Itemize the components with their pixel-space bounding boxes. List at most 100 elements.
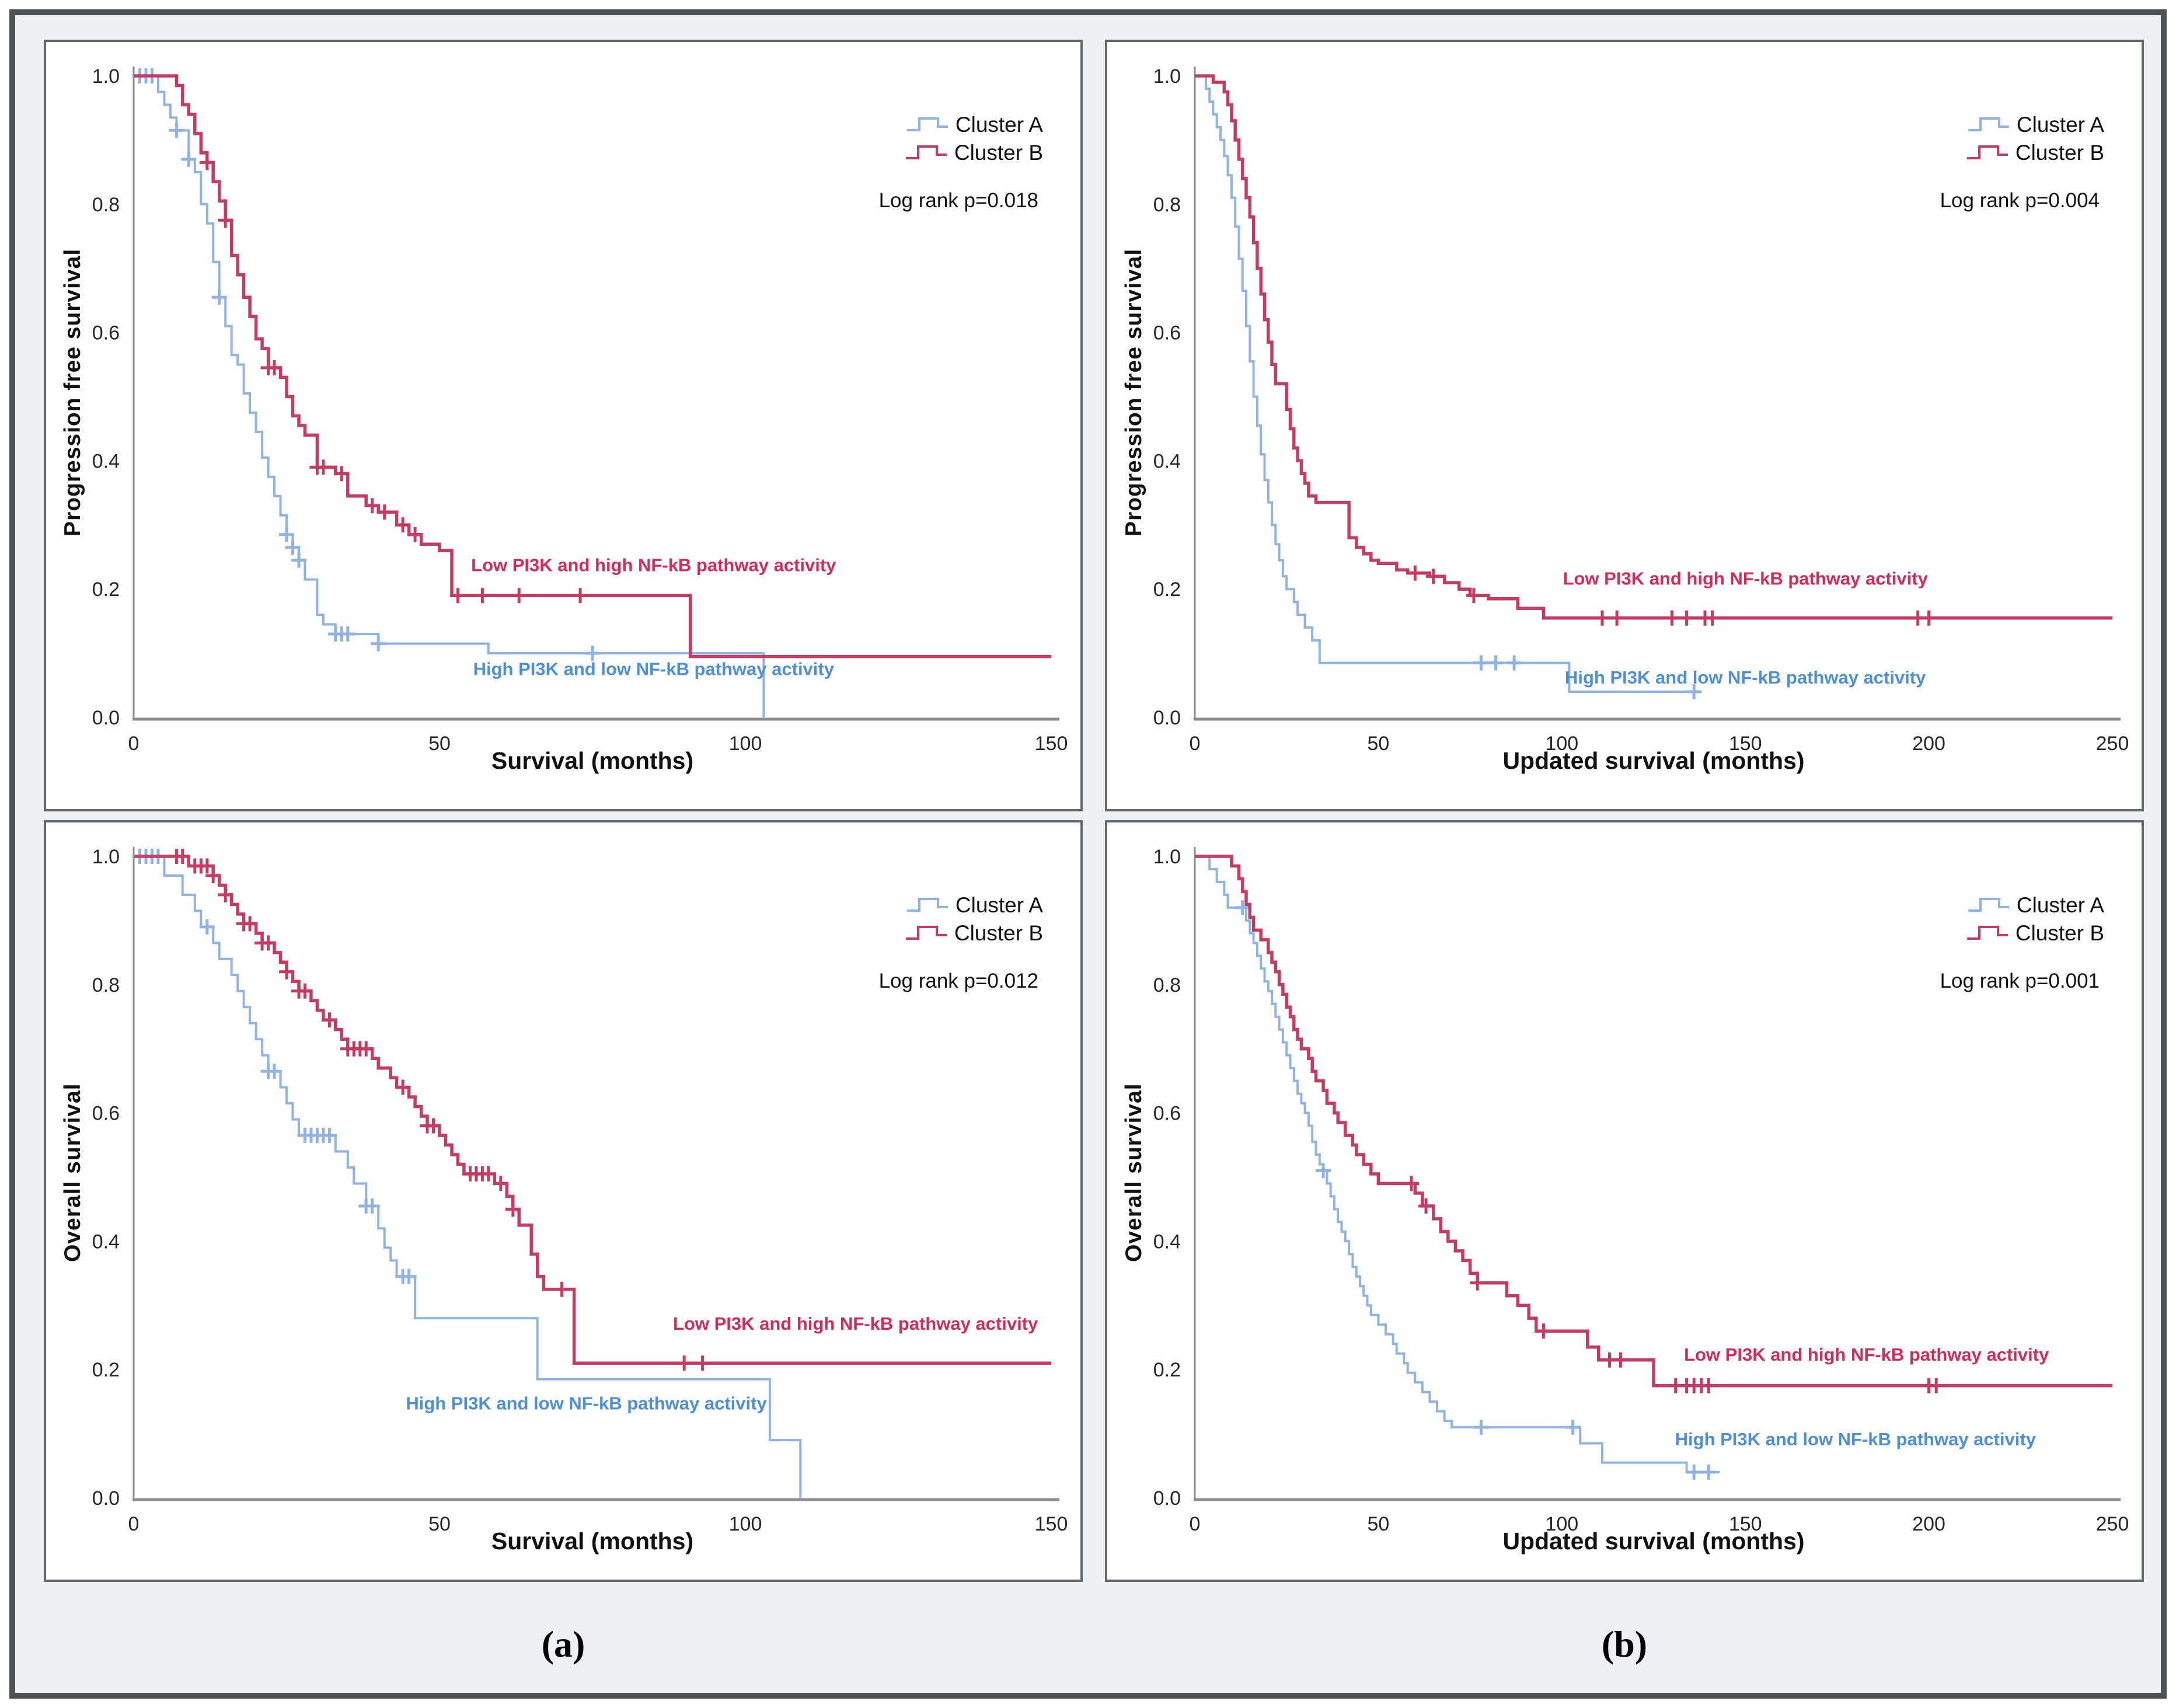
subfigure-caption-a: (a)	[541, 1623, 585, 1665]
x-tick-label: 150	[1729, 733, 1762, 755]
legend-item-cluster-b: Cluster B	[904, 139, 1043, 167]
curve-annotation: High PI3K and low NF-kB pathway activity	[406, 1393, 767, 1413]
x-axis-title: Survival (months)	[491, 1528, 694, 1554]
legend-label: Cluster B	[2015, 141, 2104, 165]
y-tick-label: 0.0	[1153, 1487, 1181, 1510]
y-tick-label: 0.8	[1153, 974, 1181, 996]
km-panel-pfs-survival: 1.0 0.8 0.6 0.4 0.2 0.0 0 50 100 150 High PI3K and…	[44, 40, 1083, 811]
y-tick-label: 0.6	[92, 1103, 120, 1125]
legend-label: Cluster B	[954, 921, 1043, 945]
y-tick-label: 0.8	[1153, 194, 1181, 216]
curve-annotation: Low PI3K and high NF-kB pathway activity	[673, 1313, 1038, 1334]
y-axis-title: Overall survival	[1121, 1083, 1146, 1263]
legend-item-cluster-a: Cluster A	[1966, 111, 2104, 139]
y-tick-label: 1.0	[92, 65, 120, 88]
legend-item-cluster-a: Cluster A	[1966, 891, 2104, 919]
legend-label: Cluster A	[955, 893, 1043, 917]
legend: Cluster A Cluster B	[904, 891, 1043, 947]
curve-annotation: High PI3K and low NF-kB pathway activity	[1565, 667, 1926, 688]
cluster-a-line-sample-icon	[906, 117, 948, 131]
cluster-b-line-sample-icon	[1966, 145, 2008, 159]
y-tick-label: 0.4	[1153, 450, 1181, 472]
legend: Cluster A Cluster B	[1965, 111, 2104, 167]
km-panel-pfs-updated-survival: 1.0 0.8 0.6 0.4 0.2 0.0 0 50 100 150 200 250 High PI…	[1105, 40, 2144, 811]
legend-label: Cluster A	[2016, 893, 2104, 917]
cluster-b-line-sample-icon	[905, 926, 947, 940]
censor-marks-cluster-a	[1235, 900, 1717, 1480]
x-axis-title: Updated survival (months)	[1502, 1528, 1805, 1554]
cluster-b-line-sample-icon	[1966, 926, 2008, 940]
km-plot-pfs-updated-survival: 1.0 0.8 0.6 0.4 0.2 0.0 0 50 100 150 200 250 High PI…	[1153, 65, 2129, 755]
x-axis-title: Survival (months)	[491, 747, 694, 774]
x-tick-label: 100	[729, 733, 762, 755]
curve-annotation: Low PI3K and high NF-kB pathway activity	[1563, 569, 1929, 589]
log-rank-p-value: Log rank p=0.001	[1940, 970, 2100, 992]
x-tick-label: 0	[128, 1513, 140, 1535]
legend-item-cluster-b: Cluster B	[904, 919, 1043, 947]
cluster-a-line-sample-icon	[1968, 898, 2009, 912]
x-tick-label: 150	[1729, 1513, 1762, 1535]
censor-marks-cluster-a	[1473, 655, 1702, 699]
x-tick-label: 50	[428, 1513, 451, 1535]
legend-label: Cluster B	[2015, 921, 2104, 945]
x-tick-label: 250	[2096, 1513, 2129, 1535]
cluster-b-line-sample-icon	[905, 145, 947, 159]
km-panel-os-survival: 1.0 0.8 0.6 0.4 0.2 0.0 0 50 100 150 High PI3K and…	[44, 820, 1083, 1582]
y-tick-label: 0.0	[92, 707, 120, 729]
censor-marks-cluster-a	[132, 849, 417, 1284]
km-curve-cluster-a	[1195, 75, 1698, 693]
y-tick-label: 1.0	[92, 846, 120, 868]
y-axis-title: Overall survival	[60, 1083, 85, 1263]
y-tick-label: 0.6	[1153, 1103, 1181, 1125]
y-tick-label: 0.2	[92, 1359, 120, 1381]
x-tick-label: 100	[1545, 1513, 1578, 1535]
km-panel-os-updated-survival: 1.0 0.8 0.6 0.4 0.2 0.0 0 50 100 150 200 250 High PI…	[1105, 820, 2144, 1582]
x-tick-label: 200	[1912, 733, 1945, 755]
subfigure-caption-b: (b)	[1601, 1623, 1648, 1665]
km-plot-pfs-survival: 1.0 0.8 0.6 0.4 0.2 0.0 0 50 100 150 High PI3K and…	[92, 65, 1068, 755]
legend: Cluster A Cluster B	[904, 111, 1043, 167]
legend-label: Cluster A	[955, 113, 1043, 137]
y-tick-label: 0.2	[1153, 1359, 1181, 1381]
x-tick-label: 50	[1367, 733, 1389, 755]
x-tick-label: 0	[128, 733, 140, 755]
x-tick-label: 50	[1367, 1513, 1389, 1535]
y-tick-label: 0.4	[92, 450, 120, 472]
censor-marks-cluster-b	[1404, 1176, 1944, 1393]
log-rank-p-value: Log rank p=0.004	[1940, 189, 2100, 212]
y-tick-label: 0.4	[92, 1231, 120, 1253]
curve-annotation: Low PI3K and high NF-kB pathway activity	[471, 555, 836, 575]
x-tick-label: 150	[1035, 733, 1068, 755]
cluster-a-line-sample-icon	[1968, 117, 2009, 131]
x-tick-label: 100	[729, 1513, 762, 1535]
y-tick-label: 0.6	[1153, 322, 1181, 344]
y-tick-label: 0.2	[1153, 578, 1181, 601]
y-tick-label: 0.0	[92, 1487, 120, 1510]
legend-item-cluster-a: Cluster A	[905, 891, 1043, 919]
x-axis-title: Updated survival (months)	[1502, 747, 1805, 774]
x-tick-label: 200	[1912, 1513, 1945, 1535]
km-curve-cluster-a	[1195, 855, 1720, 1473]
x-tick-label: 100	[1545, 733, 1578, 755]
log-rank-p-value: Log rank p=0.012	[878, 970, 1038, 992]
x-tick-label: 0	[1190, 733, 1201, 755]
legend: Cluster A Cluster B	[1965, 891, 2104, 947]
km-plot-os-survival: 1.0 0.8 0.6 0.4 0.2 0.0 0 50 100 150 High PI3K and…	[92, 846, 1068, 1535]
legend-item-cluster-b: Cluster B	[1965, 139, 2104, 167]
legend-label: Cluster B	[954, 141, 1043, 165]
km-plot-os-updated-survival: 1.0 0.8 0.6 0.4 0.2 0.0 0 50 100 150 200 250 High PI…	[1153, 846, 2129, 1535]
x-tick-label: 250	[2096, 733, 2129, 755]
censor-marks-cluster-b	[199, 155, 588, 604]
curve-annotation: High PI3K and low NF-kB pathway activity	[1675, 1429, 2036, 1449]
km-curve-cluster-a	[134, 855, 802, 1498]
legend-item-cluster-b: Cluster B	[1965, 919, 2104, 947]
y-tick-label: 1.0	[1153, 846, 1181, 868]
y-tick-label: 0.0	[1153, 707, 1181, 729]
y-tick-label: 0.4	[1153, 1231, 1181, 1253]
x-tick-label: 150	[1035, 1513, 1068, 1535]
y-axis-title: Progression free survival	[1121, 248, 1146, 536]
km-curve-cluster-a	[134, 75, 765, 717]
censor-marks-cluster-b	[1407, 565, 1937, 626]
legend-label: Cluster A	[2016, 113, 2104, 137]
